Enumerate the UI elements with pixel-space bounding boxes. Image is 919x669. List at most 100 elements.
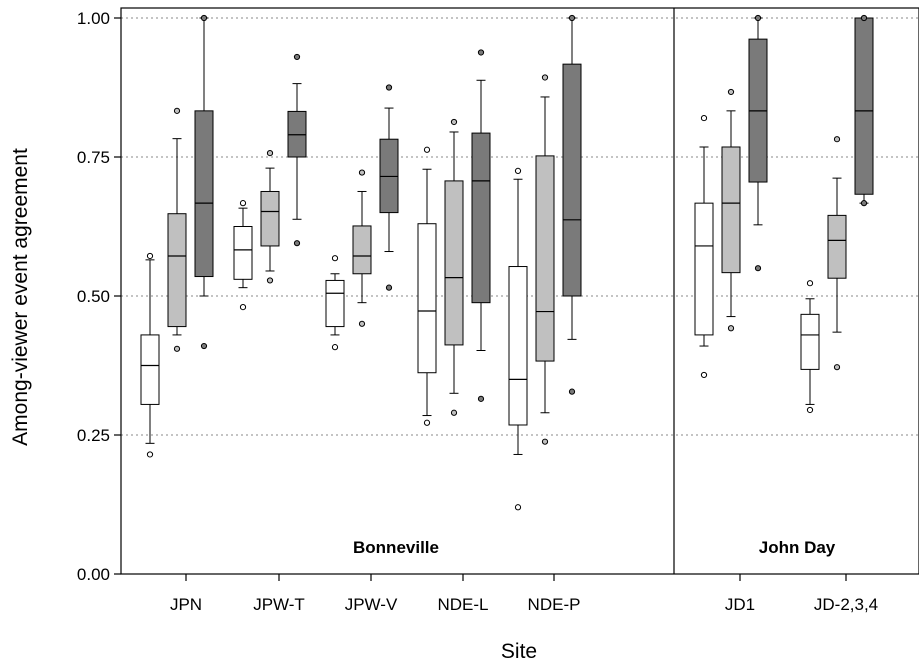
- box-group: [379, 84, 399, 291]
- box-iqr: [562, 63, 582, 297]
- box-group: [854, 14, 874, 207]
- x-tick-label: NDE-L: [437, 595, 488, 614]
- box-group: [444, 118, 464, 416]
- outlier-point: [860, 14, 868, 22]
- outlier-point: [541, 438, 549, 445]
- box-group: [562, 14, 582, 395]
- box-group: [325, 255, 345, 351]
- outlier-point: [450, 118, 458, 126]
- outlier-point: [806, 280, 814, 287]
- box-iqr: [325, 279, 345, 328]
- box-group: [417, 146, 437, 426]
- panel-label-bonneville: Bonneville: [353, 538, 439, 557]
- box-group: [260, 150, 280, 284]
- outlier-point: [146, 451, 154, 458]
- box-iqr: [194, 110, 214, 278]
- outlier-point: [266, 277, 274, 284]
- outlier-point: [293, 53, 301, 61]
- outlier-point: [541, 74, 549, 81]
- box-group: [694, 114, 714, 379]
- outlier-point: [358, 320, 366, 327]
- x-tick-label: JPN: [170, 595, 202, 614]
- outlier-point: [385, 284, 393, 291]
- outlier-point: [450, 409, 458, 416]
- box-iqr: [827, 214, 847, 279]
- box-group: [748, 14, 768, 272]
- box-iqr: [260, 190, 280, 247]
- box-iqr: [800, 313, 820, 370]
- box-group: [827, 136, 847, 371]
- x-tick-label: JD-2,3,4: [814, 595, 878, 614]
- outlier-point: [358, 169, 366, 176]
- box-group: [721, 88, 741, 332]
- box-iqr: [694, 202, 714, 336]
- outlier-point: [239, 304, 247, 311]
- outlier-point: [833, 136, 841, 143]
- box-iqr: [854, 17, 874, 195]
- x-axis-title: Site: [501, 640, 537, 663]
- x-tick-label: JPW-V: [345, 595, 398, 614]
- outlier-point: [754, 14, 762, 22]
- outlier-point: [568, 388, 576, 395]
- outlier-point: [727, 88, 735, 96]
- x-tick-label: JPW-T: [253, 595, 305, 614]
- y-tick-label: 0.25: [77, 426, 110, 445]
- box-group: [352, 169, 372, 327]
- x-axis: JPN JPW-T JPW-V NDE-L NDE-P JD1 JD-2,3,4: [170, 574, 878, 614]
- panel-label-john-day: John Day: [759, 538, 836, 557]
- outlier-point: [423, 419, 431, 426]
- box-group: [800, 280, 820, 414]
- outlier-point: [293, 240, 301, 247]
- y-tick-label: 0.50: [77, 287, 110, 306]
- box-iqr: [352, 225, 372, 275]
- outlier-point: [514, 504, 522, 511]
- outlier-point: [700, 371, 708, 379]
- plot-frame: [120, 7, 919, 575]
- box-iqr: [444, 180, 464, 346]
- box-group: [233, 200, 253, 311]
- outlier-point: [239, 200, 247, 207]
- box-iqr: [535, 155, 555, 362]
- box-group: [194, 14, 214, 350]
- outlier-point: [477, 395, 485, 402]
- outlier-point: [173, 107, 181, 114]
- box-iqr: [140, 334, 160, 405]
- x-tick-label: JD1: [725, 595, 755, 614]
- box-iqr: [471, 132, 491, 304]
- outlier-point: [200, 342, 208, 350]
- y-axis: 0.00 0.25 0.50 0.75 1.00: [77, 9, 121, 584]
- box-group: [508, 167, 528, 511]
- box-iqr: [508, 266, 528, 426]
- box-iqr: [233, 226, 253, 280]
- box-iqr: [721, 146, 741, 274]
- y-tick-label: 1.00: [77, 9, 110, 28]
- outlier-point: [833, 364, 841, 371]
- outlier-point: [754, 265, 762, 272]
- outlier-point: [331, 344, 339, 351]
- grid-lines: [121, 17, 919, 436]
- box-group: [287, 53, 307, 247]
- box-group: [471, 49, 491, 402]
- outlier-point: [423, 146, 431, 153]
- y-axis-title: Among-viewer event agreement: [9, 148, 32, 446]
- outlier-point: [568, 14, 576, 22]
- outlier-point: [200, 14, 208, 22]
- box-iqr: [167, 213, 187, 328]
- outlier-point: [477, 49, 485, 56]
- outlier-point: [385, 84, 393, 91]
- x-tick-label: NDE-P: [528, 595, 581, 614]
- outlier-point: [860, 200, 868, 207]
- outlier-point: [173, 345, 181, 352]
- outlier-point: [146, 252, 154, 260]
- box-group: [140, 252, 160, 458]
- box-marks: [140, 14, 874, 511]
- box-group: [167, 107, 187, 352]
- y-tick-label: 0.00: [77, 565, 110, 584]
- box-group: [535, 74, 555, 445]
- box-iqr: [417, 223, 437, 374]
- outlier-point: [727, 325, 735, 332]
- outlier-point: [331, 255, 339, 262]
- outlier-point: [514, 167, 522, 174]
- outlier-point: [700, 114, 708, 122]
